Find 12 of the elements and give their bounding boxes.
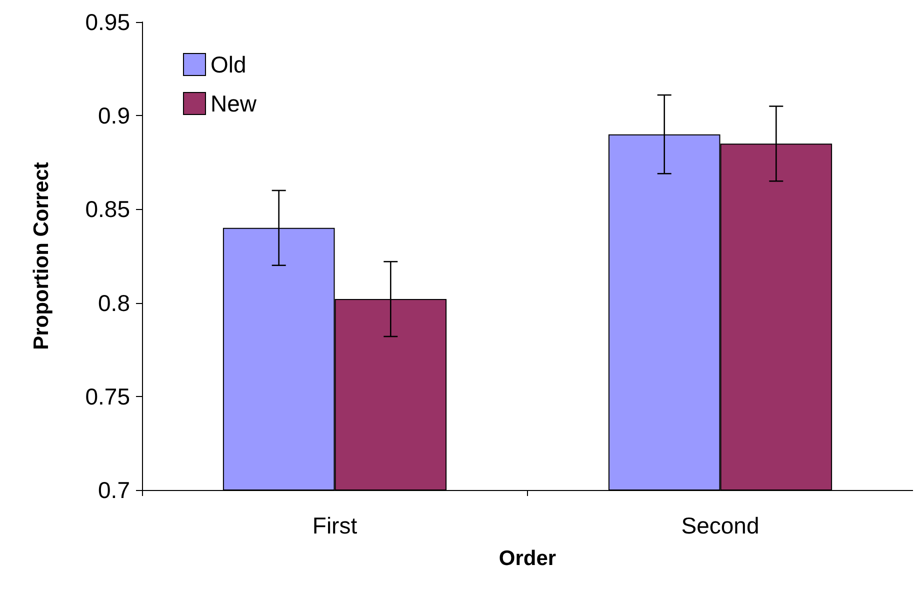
y-tick-label: 0.8 <box>98 290 130 316</box>
legend-label: New <box>210 90 257 116</box>
x-axis-title: Order <box>498 547 556 570</box>
legend-label: Old <box>210 52 246 78</box>
y-tick-label: 0.9 <box>98 102 130 129</box>
y-tick-label: 0.7 <box>98 477 130 503</box>
y-tick-label: 0.85 <box>85 196 130 222</box>
y-axis-title: Proportion Correct <box>30 162 53 350</box>
y-tick-label: 0.95 <box>85 9 130 35</box>
x-tick-label: Second <box>681 512 760 538</box>
y-tick-label: 0.75 <box>85 383 130 410</box>
x-tick-label: First <box>312 512 358 538</box>
